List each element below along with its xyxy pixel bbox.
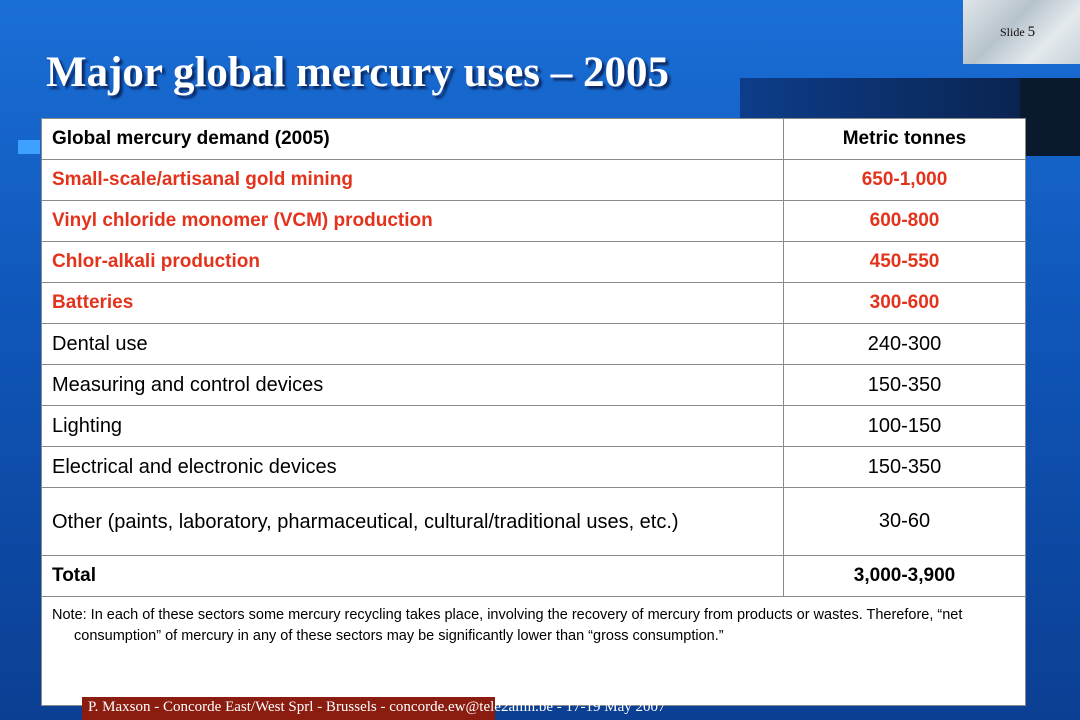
slide-label: Slide: [1000, 25, 1025, 39]
table-row: Batteries 300-600: [41, 282, 1026, 324]
row-tonnes: 600-800: [783, 200, 1026, 242]
total-tonnes: 3,000-3,900: [783, 555, 1026, 597]
table-note-row: Note: In each of these sectors some merc…: [41, 596, 1026, 706]
row-use: Chlor-alkali production: [41, 241, 784, 283]
table-row: Other (paints, laboratory, pharmaceutica…: [41, 487, 1026, 556]
footer-band: [82, 697, 495, 720]
row-use: Vinyl chloride monomer (VCM) production: [41, 200, 784, 242]
table-note: Note: In each of these sectors some merc…: [52, 607, 963, 644]
row-tonnes: 300-600: [783, 282, 1026, 324]
total-label: Total: [41, 555, 784, 597]
row-use: Batteries: [41, 282, 784, 324]
table-total-row: Total 3,000-3,900: [41, 555, 1026, 597]
header-dark-block: [1020, 78, 1080, 156]
row-use: Other (paints, laboratory, pharmaceutica…: [52, 510, 679, 533]
table-header-row: Global mercury demand (2005) Metric tonn…: [41, 118, 1026, 160]
header-tonnes: Metric tonnes: [783, 118, 1026, 160]
row-tonnes: 100-150: [783, 405, 1026, 447]
row-tonnes: 450-550: [783, 241, 1026, 283]
table-row: Chlor-alkali production 450-550: [41, 241, 1026, 283]
slide-number: 5: [1027, 24, 1036, 40]
row-tonnes: 150-350: [783, 446, 1026, 488]
row-use: Lighting: [41, 405, 784, 447]
table-row: Dental use 240-300: [41, 323, 1026, 365]
table-row: Lighting 100-150: [41, 405, 1026, 447]
row-use: Dental use: [41, 323, 784, 365]
accent-square: [18, 140, 40, 154]
mercury-demand-table: Global mercury demand (2005) Metric tonn…: [41, 118, 1026, 706]
header-demand: Global mercury demand (2005): [41, 118, 784, 160]
table-row: Vinyl chloride monomer (VCM) production …: [41, 200, 1026, 242]
footer-text: P. Maxson - Concorde East/West Sprl - Br…: [88, 699, 666, 715]
table-row: Measuring and control devices 150-350: [41, 364, 1026, 406]
row-use: Electrical and electronic devices: [41, 446, 784, 488]
row-tonnes: 650-1,000: [783, 159, 1026, 201]
slide-number-tag: Slide 5: [963, 0, 1080, 64]
table-row: Electrical and electronic devices 150-35…: [41, 446, 1026, 488]
table-row: Small-scale/artisanal gold mining 650-1,…: [41, 159, 1026, 201]
row-tonnes: 150-350: [783, 364, 1026, 406]
row-use: Measuring and control devices: [41, 364, 784, 406]
slide-title: Major global mercury uses – 2005: [46, 49, 670, 96]
row-tonnes: 30-60: [783, 487, 1026, 556]
row-tonnes: 240-300: [783, 323, 1026, 365]
row-use: Small-scale/artisanal gold mining: [41, 159, 784, 201]
